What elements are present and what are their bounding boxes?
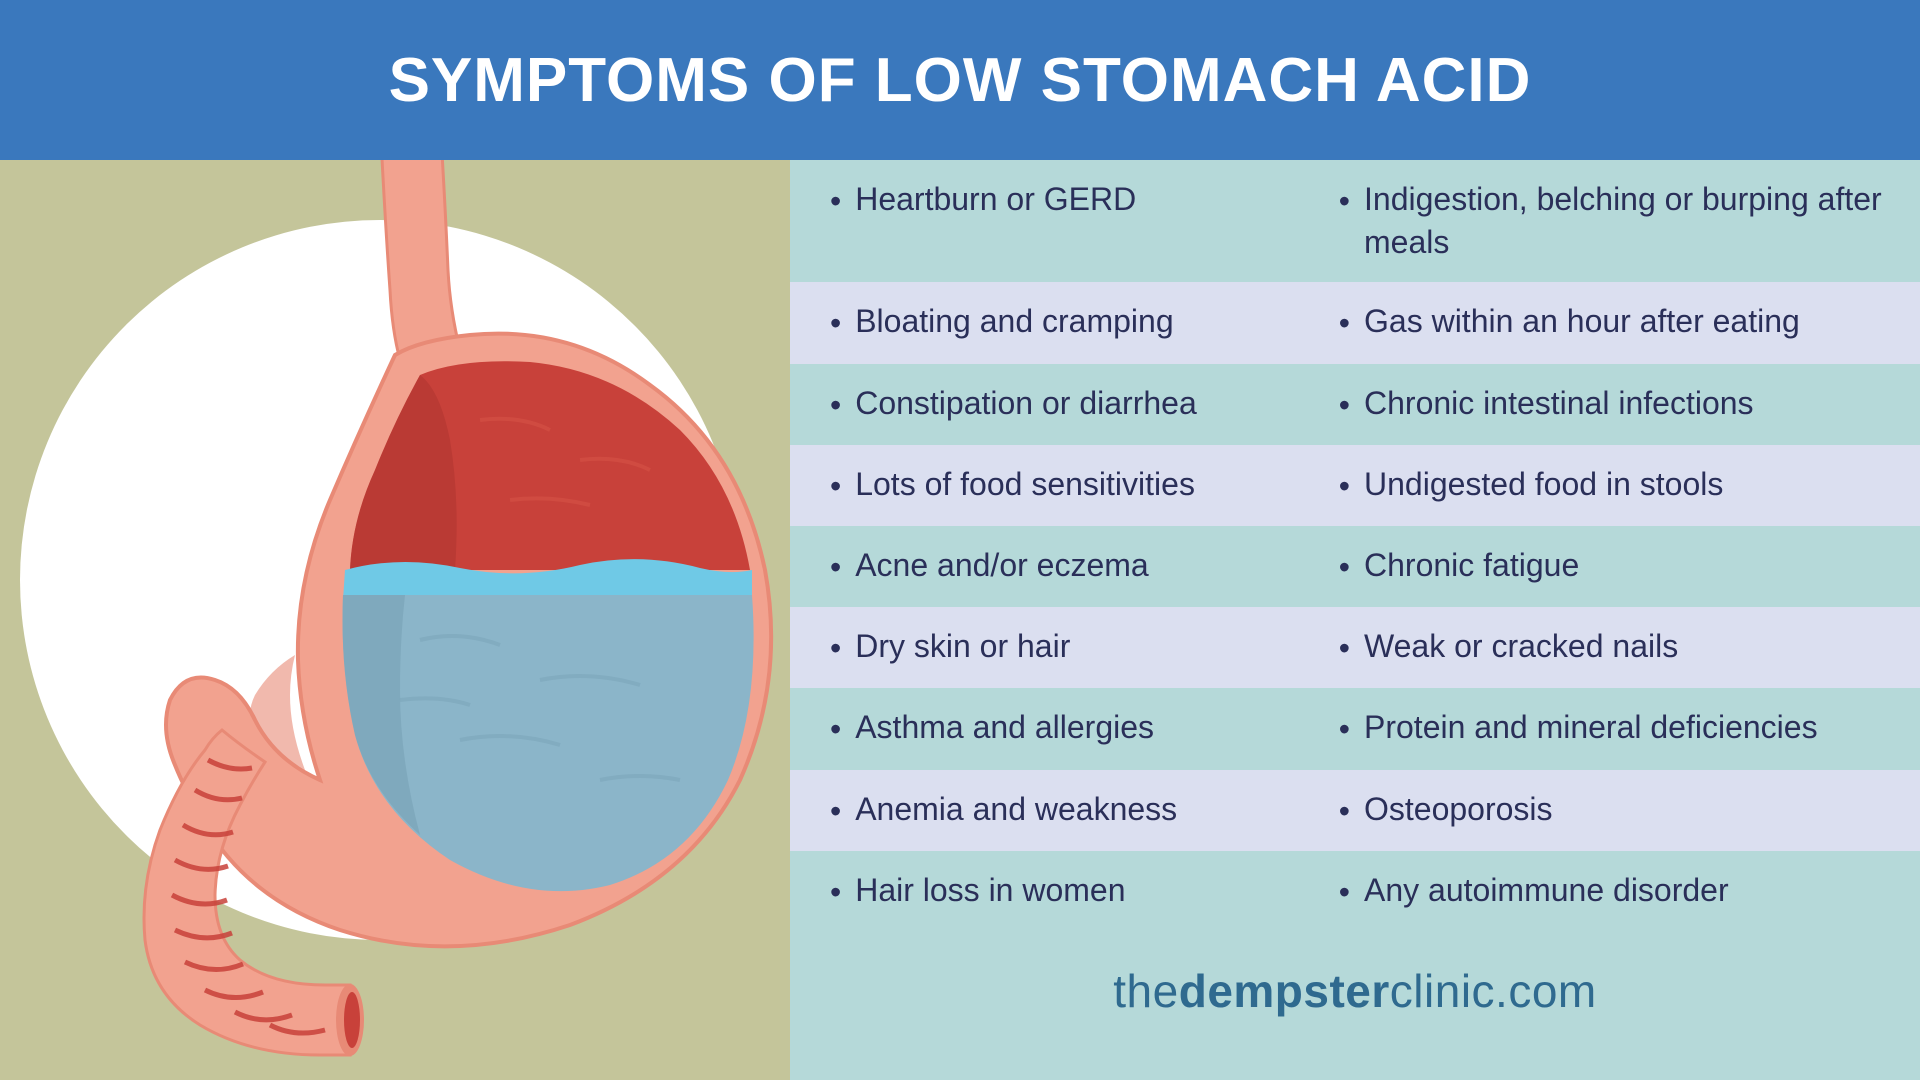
symptom-row: • Acne and/or eczema • Chronic fatigue — [790, 526, 1920, 607]
bullet-icon: • — [1339, 384, 1350, 427]
symptom-cell: • Chronic fatigue — [1339, 544, 1890, 589]
symptom-row: • Constipation or diarrhea • Chronic intest… — [790, 364, 1920, 445]
bullet-icon: • — [830, 627, 841, 670]
footer-bold: dempster — [1179, 965, 1390, 1017]
symptom-text: Hair loss in women — [855, 869, 1125, 912]
symptom-row: • Lots of food sensitivities • Undigested f… — [790, 445, 1920, 526]
symptom-cell: • Hair loss in women — [830, 869, 1339, 914]
symptom-cell: • Dry skin or hair — [830, 625, 1339, 670]
symptom-row: • Hair loss in women • Any autoimmune disor… — [790, 851, 1920, 932]
bullet-icon: • — [830, 790, 841, 833]
symptom-cell: • Undigested food in stools — [1339, 463, 1890, 508]
symptom-cell: • Indigestion, belching or burping after … — [1339, 178, 1890, 264]
attribution-text: thedempsterclinic.com — [1113, 964, 1596, 1018]
symptom-text: Gas within an hour after eating — [1364, 300, 1800, 343]
symptom-cell: • Acne and/or eczema — [830, 544, 1339, 589]
symptom-cell: • Protein and mineral deficiencies — [1339, 706, 1890, 751]
bullet-icon: • — [1339, 627, 1350, 670]
bullet-icon: • — [830, 384, 841, 427]
symptoms-panel: • Heartburn or GERD • Indigestion, belching… — [790, 160, 1920, 1080]
symptom-text: Osteoporosis — [1364, 788, 1553, 831]
symptom-cell: • Chronic intestinal infections — [1339, 382, 1890, 427]
symptom-cell: • Gas within an hour after eating — [1339, 300, 1890, 345]
symptom-cell: • Bloating and cramping — [830, 300, 1339, 345]
symptom-cell: • Osteoporosis — [1339, 788, 1890, 833]
symptom-text: Lots of food sensitivities — [855, 463, 1195, 506]
bullet-icon: • — [830, 302, 841, 345]
symptom-cell: • Any autoimmune disorder — [1339, 869, 1890, 914]
stomach-illustration — [40, 160, 790, 1080]
symptom-text: Dry skin or hair — [855, 625, 1070, 668]
bullet-icon: • — [830, 871, 841, 914]
bullet-icon: • — [1339, 180, 1350, 223]
footer-pre: the — [1113, 965, 1178, 1017]
bullet-icon: • — [830, 180, 841, 223]
symptom-text: Any autoimmune disorder — [1364, 869, 1729, 912]
page-title: SYMPTOMS OF LOW STOMACH ACID — [389, 45, 1532, 116]
symptom-text: Chronic fatigue — [1364, 544, 1579, 587]
symptom-text: Indigestion, belching or burping after m… — [1364, 178, 1890, 264]
symptom-text: Undigested food in stools — [1364, 463, 1723, 506]
symptom-cell: • Lots of food sensitivities — [830, 463, 1339, 508]
symptom-row: • Dry skin or hair • Weak or cracked nails — [790, 607, 1920, 688]
symptom-row: • Asthma and allergies • Protein and minera… — [790, 688, 1920, 769]
content-area: • Heartburn or GERD • Indigestion, belching… — [0, 160, 1920, 1080]
symptoms-list: • Heartburn or GERD • Indigestion, belching… — [790, 160, 1920, 932]
symptom-cell: • Asthma and allergies — [830, 706, 1339, 751]
bullet-icon: • — [1339, 465, 1350, 508]
footer-post: clinic.com — [1390, 965, 1597, 1017]
bullet-icon: • — [1339, 302, 1350, 345]
title-banner: SYMPTOMS OF LOW STOMACH ACID — [0, 0, 1920, 160]
symptom-text: Heartburn or GERD — [855, 178, 1136, 221]
symptom-cell: • Constipation or diarrhea — [830, 382, 1339, 427]
symptom-text: Constipation or diarrhea — [855, 382, 1197, 425]
symptom-cell: • Anemia and weakness — [830, 788, 1339, 833]
bullet-icon: • — [1339, 790, 1350, 833]
illustration-panel — [0, 160, 790, 1080]
symptom-row: • Bloating and cramping • Gas within an hou… — [790, 282, 1920, 363]
symptom-text: Anemia and weakness — [855, 788, 1177, 831]
symptom-text: Bloating and cramping — [855, 300, 1173, 343]
symptom-cell: • Weak or cracked nails — [1339, 625, 1890, 670]
bullet-icon: • — [1339, 546, 1350, 589]
symptom-text: Weak or cracked nails — [1364, 625, 1678, 668]
bullet-icon: • — [1339, 871, 1350, 914]
symptom-row: • Heartburn or GERD • Indigestion, belching… — [790, 160, 1920, 282]
bullet-icon: • — [830, 708, 841, 751]
attribution-footer: thedempsterclinic.com — [790, 932, 1920, 1080]
symptom-cell: • Heartburn or GERD — [830, 178, 1339, 264]
symptom-text: Chronic intestinal infections — [1364, 382, 1754, 425]
bullet-icon: • — [830, 465, 841, 508]
symptom-text: Asthma and allergies — [855, 706, 1154, 749]
symptom-row: • Anemia and weakness • Osteoporosis — [790, 770, 1920, 851]
symptom-text: Protein and mineral deficiencies — [1364, 706, 1818, 749]
symptom-text: Acne and/or eczema — [855, 544, 1149, 587]
bullet-icon: • — [830, 546, 841, 589]
bullet-icon: • — [1339, 708, 1350, 751]
